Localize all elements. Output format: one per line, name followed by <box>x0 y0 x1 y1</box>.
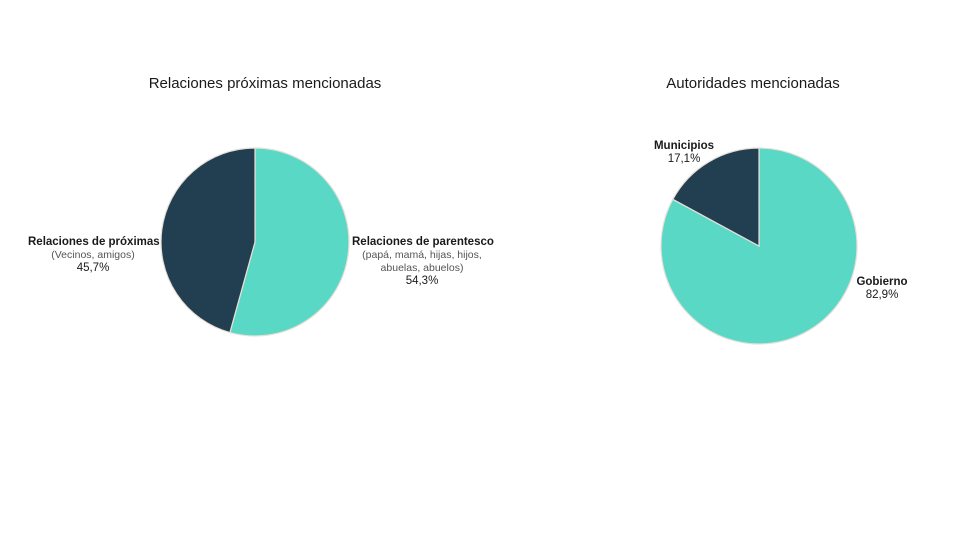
chart-1-label-parentesco: Relaciones de parentesco (papá, mamá, hi… <box>352 236 494 288</box>
chart-1-pie <box>160 147 350 337</box>
chart-1-title: Relaciones próximas mencionadas <box>148 75 382 92</box>
slice-sublabel: (Vecinos, amigos) <box>51 249 135 261</box>
slice-sublabel: (papá, mamá, hijas, hijos, abuelas, abue… <box>362 249 482 274</box>
slice-value-label: 17,1% <box>667 153 701 165</box>
chart-2-label-municipios: Municipios 17,1% <box>644 140 724 166</box>
slice-label: Relaciones de próximas <box>28 236 160 248</box>
pie-slice-relaciones-de-próximas <box>160 147 256 334</box>
slice-value-label: 82,9% <box>865 289 899 301</box>
chart-1-label-proximas: Relaciones de próximas (Vecinos, amigos)… <box>28 236 160 275</box>
chart-2-title: Autoridades mencionadas <box>666 75 840 92</box>
pie-slice-municipios <box>672 147 760 248</box>
chart-2-label-gobierno: Gobierno 82,9% <box>852 276 912 302</box>
slice-label: Relaciones de parentesco <box>352 236 494 248</box>
pie-slice-relaciones-de-parentesco <box>229 147 350 337</box>
pie-slice-gobierno <box>660 147 858 345</box>
slice-value-label: 45,7% <box>76 262 110 274</box>
chart-2-pie <box>660 147 858 345</box>
slice-value-label: 54,3% <box>405 275 439 287</box>
slice-label: Gobierno <box>856 276 908 288</box>
slice-label: Municipios <box>653 140 715 152</box>
